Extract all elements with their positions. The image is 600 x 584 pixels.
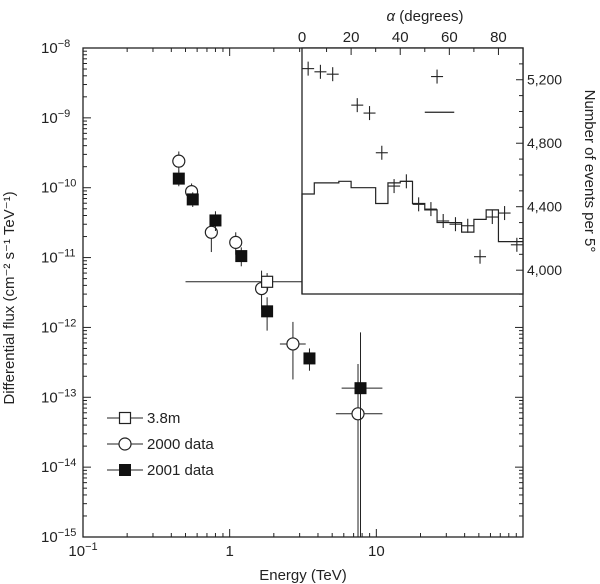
inset-y-tick-label: 5,200 (527, 72, 562, 88)
inset-y-tick-label: 4,400 (527, 199, 562, 215)
inset-x-tick-label: 40 (392, 29, 409, 46)
x-axis-tick-labels: 10−1 1 10 (68, 541, 384, 560)
legend-item: 3.8m (107, 410, 180, 427)
legend-item: 2000 data (107, 436, 214, 453)
inset-x-tick-label: 60 (441, 29, 458, 46)
data-point (172, 154, 186, 168)
series-2001-data (172, 170, 383, 537)
inset-y-tick-labels: 4,000 4,400 4,800 5,200 (527, 72, 562, 278)
main-plot: 10−1 1 10 10−810−910−1010−1110−1210−1310−1… (1, 38, 524, 584)
inset-data-point (314, 64, 327, 79)
legend-marker (118, 411, 132, 425)
inset-data-point (388, 179, 401, 194)
x-axis-label: Energy (TeV) (259, 567, 347, 584)
data-point (186, 193, 199, 206)
y-tick-label: 10−12 (41, 317, 76, 336)
legend-label: 2000 data (147, 436, 214, 453)
inset-data-point (474, 249, 487, 264)
data-point (261, 305, 274, 318)
data-point (172, 172, 185, 185)
inset-data-point (437, 213, 450, 228)
series-3-8m (185, 273, 325, 292)
inset-data-point (510, 237, 523, 252)
y-tick-label: 10−10 (41, 178, 76, 197)
inset-data-point (400, 174, 413, 189)
inset-axis-ticks (301, 48, 524, 271)
data-point (303, 352, 316, 365)
y-tick-label: 10−8 (41, 38, 70, 57)
data-point (286, 337, 300, 351)
inset-y-tick-label: 4,000 (527, 262, 562, 278)
data-point (235, 250, 248, 263)
y-tick-label: 10−14 (41, 457, 76, 476)
y-tick-label: 10−9 (41, 108, 70, 127)
legend-item: 2001 data (107, 462, 214, 479)
inset-data-point (424, 202, 437, 217)
y-tick-label: 10−13 (41, 387, 76, 406)
y-tick-label: 10−11 (41, 248, 76, 267)
main-data-layer (172, 151, 383, 537)
data-point (209, 214, 222, 227)
legend-label: 2001 data (147, 462, 214, 479)
inset-outlier-point (431, 69, 444, 84)
inset-x-axis-label: α (degrees) (387, 8, 464, 25)
inset-data-point (302, 61, 315, 76)
legend: 3.8m 2000 data 2001 data (107, 410, 214, 479)
inset-data-layer (301, 61, 523, 294)
inset-data-point (412, 197, 425, 212)
inset-data-point (486, 210, 499, 225)
legend-marker (119, 464, 131, 476)
inset-data-point (461, 218, 474, 233)
data-point (229, 235, 243, 249)
x-tick-label: 1 (225, 543, 233, 560)
data-point (261, 275, 274, 288)
data-point (351, 407, 365, 421)
x-tick-label: 10 (368, 543, 385, 560)
inset-y-axis-label: Number of events per 5° (581, 90, 598, 253)
inset-histogram (301, 180, 523, 294)
inset-x-tick-label: 0 (298, 29, 306, 46)
inset-data-point (498, 206, 511, 221)
y-axis-label: Differential flux (cm⁻² s⁻¹ TeV⁻¹) (1, 191, 18, 404)
inset-x-tick-label: 20 (343, 29, 360, 46)
y-tick-label: 10−15 (41, 527, 76, 546)
inset-data-point (363, 106, 376, 121)
inset-plot: 0 20 40 60 80 4,000 4,400 4,800 5,200 α (degree… (298, 8, 598, 295)
x-tick-label: 10−1 (68, 541, 97, 560)
inset-data-point (449, 217, 462, 232)
data-point (354, 382, 367, 395)
legend-marker (118, 437, 132, 451)
inset-x-tick-labels: 0 20 40 60 80 (298, 29, 507, 46)
inset-data-point (351, 98, 364, 113)
legend-label: 3.8m (147, 410, 180, 427)
inset-data-point (375, 145, 388, 160)
inset-x-tick-label: 80 (490, 29, 507, 46)
inset-y-tick-label: 4,800 (527, 135, 562, 151)
inset-data-point (326, 67, 339, 82)
inset-frame (301, 47, 524, 295)
y-axis-tick-labels: 10−8 10−9 10−10 10−11 10−12 10−13 10−14 10−15 (41, 38, 76, 546)
